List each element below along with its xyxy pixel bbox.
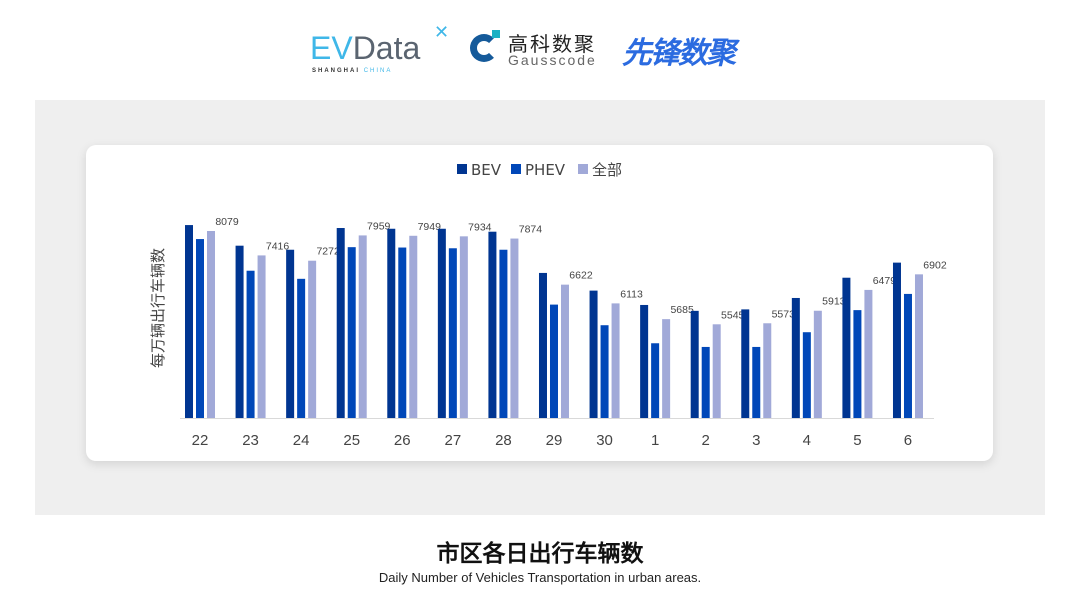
bar-全部-2 xyxy=(712,324,721,418)
bar-全部-22 xyxy=(207,231,215,418)
data-label: 6902 xyxy=(923,259,947,271)
bar-PHEV-22 xyxy=(196,239,204,418)
bar-全部-28 xyxy=(510,238,519,418)
bar-PHEV-25 xyxy=(347,247,356,418)
evdata-logo-data: Data xyxy=(352,30,421,66)
bar-PHEV-24 xyxy=(297,278,306,418)
bar-BEV-30 xyxy=(589,290,598,418)
bar-全部-4 xyxy=(813,310,822,418)
x-tick-label: 2 xyxy=(702,432,710,449)
bar-全部-26 xyxy=(409,235,418,418)
bar-全部-24 xyxy=(308,260,317,418)
caption-title: 市区各日出行车辆数 xyxy=(436,541,644,567)
evdata-tagline: SHANGHAI CHINA xyxy=(312,68,393,74)
legend-label: PHEV xyxy=(525,161,566,179)
bar-PHEV-30 xyxy=(600,325,609,418)
data-label: 7272 xyxy=(316,246,340,258)
legend-swatch-全部 xyxy=(578,164,588,174)
bar-BEV-29 xyxy=(538,272,547,418)
bar-PHEV-28 xyxy=(499,249,508,418)
bar-BEV-23 xyxy=(235,245,244,418)
bar-BEV-22 xyxy=(185,225,193,418)
data-label: 6479 xyxy=(873,275,897,287)
bar-BEV-28 xyxy=(488,231,497,418)
logo-bar: EVData ✕ SHANGHAI CHINA 高科数聚 Gausscode 先… xyxy=(0,22,1080,74)
x-tick-label: 24 xyxy=(293,432,310,449)
bar-全部-27 xyxy=(459,236,468,418)
data-label: 5573 xyxy=(772,308,796,320)
bar-全部-1 xyxy=(662,319,671,418)
bar-BEV-1 xyxy=(640,304,649,418)
evdata-logo-ev: EV xyxy=(310,30,353,66)
xianfeng-logo: 先锋数聚 xyxy=(622,36,736,71)
bar-全部-6 xyxy=(914,274,923,418)
x-tick-label: 30 xyxy=(596,432,613,449)
bar-全部-5 xyxy=(864,289,873,418)
bar-BEV-27 xyxy=(437,228,446,418)
bar-全部-30 xyxy=(611,303,620,418)
x-tick-label: 26 xyxy=(394,432,411,449)
bar-PHEV-3 xyxy=(752,346,761,418)
data-label: 7934 xyxy=(468,221,492,233)
bar-BEV-6 xyxy=(892,262,901,418)
caption-subtitle: Daily Number of Vehicles Transportation … xyxy=(378,570,702,585)
bar-全部-3 xyxy=(763,323,772,418)
bar-PHEV-23 xyxy=(246,270,255,418)
x-mark-icon: ✕ xyxy=(434,22,450,42)
legend-swatch-PHEV xyxy=(511,164,521,174)
gausscode-en: Gausscode xyxy=(508,52,597,68)
legend-label: BEV xyxy=(471,161,502,179)
x-tick-label: 28 xyxy=(495,432,512,449)
gausscode-cn: 高科数聚 xyxy=(508,32,596,56)
y-axis-label: 每万辆出行车辆数 xyxy=(149,248,167,368)
data-label: 5685 xyxy=(670,304,694,316)
bar-BEV-26 xyxy=(387,228,396,418)
bar-BEV-24 xyxy=(286,249,295,418)
bar-PHEV-27 xyxy=(448,248,457,418)
bar-PHEV-1 xyxy=(651,343,660,418)
legend-swatch-BEV xyxy=(457,164,467,174)
bar-BEV-2 xyxy=(690,310,699,418)
bar-BEV-4 xyxy=(791,297,800,418)
bar-全部-29 xyxy=(560,284,569,418)
bar-BEV-3 xyxy=(741,309,750,418)
x-tick-label: 3 xyxy=(752,432,760,449)
bar-BEV-5 xyxy=(842,277,851,418)
x-tick-label: 6 xyxy=(904,432,912,449)
gausscode-mark-icon xyxy=(470,34,498,62)
bar-BEV-25 xyxy=(336,228,345,418)
bar-PHEV-2 xyxy=(701,346,710,418)
legend-label: 全部 xyxy=(592,161,622,179)
x-tick-label: 5 xyxy=(853,432,861,449)
data-label: 5545 xyxy=(721,309,745,321)
bar-PHEV-4 xyxy=(802,332,811,418)
data-label: 7959 xyxy=(367,220,391,232)
bar-PHEV-29 xyxy=(549,304,558,418)
data-label: 6113 xyxy=(620,288,643,300)
data-label: 7874 xyxy=(519,224,543,236)
x-tick-label: 25 xyxy=(343,432,360,449)
bar-全部-23 xyxy=(257,255,266,418)
bar-PHEV-26 xyxy=(398,247,407,418)
gausscode-square-icon xyxy=(492,30,500,38)
x-tick-label: 22 xyxy=(192,432,209,449)
x-tick-label: 23 xyxy=(242,432,259,449)
bar-全部-25 xyxy=(358,235,367,418)
data-label: 7949 xyxy=(418,221,442,233)
data-label: 6622 xyxy=(569,270,593,282)
x-tick-label: 4 xyxy=(803,432,811,449)
x-tick-label: 1 xyxy=(651,432,659,449)
bar-PHEV-5 xyxy=(853,310,862,418)
x-tick-label: 29 xyxy=(546,432,563,449)
x-tick-label: 27 xyxy=(445,432,462,449)
evdata-logo: EVData ✕ SHANGHAI CHINA xyxy=(310,22,449,74)
data-label: 5913 xyxy=(822,296,846,308)
data-label: 8079 xyxy=(215,216,239,228)
bar-PHEV-6 xyxy=(903,293,912,418)
data-label: 7416 xyxy=(266,240,290,252)
